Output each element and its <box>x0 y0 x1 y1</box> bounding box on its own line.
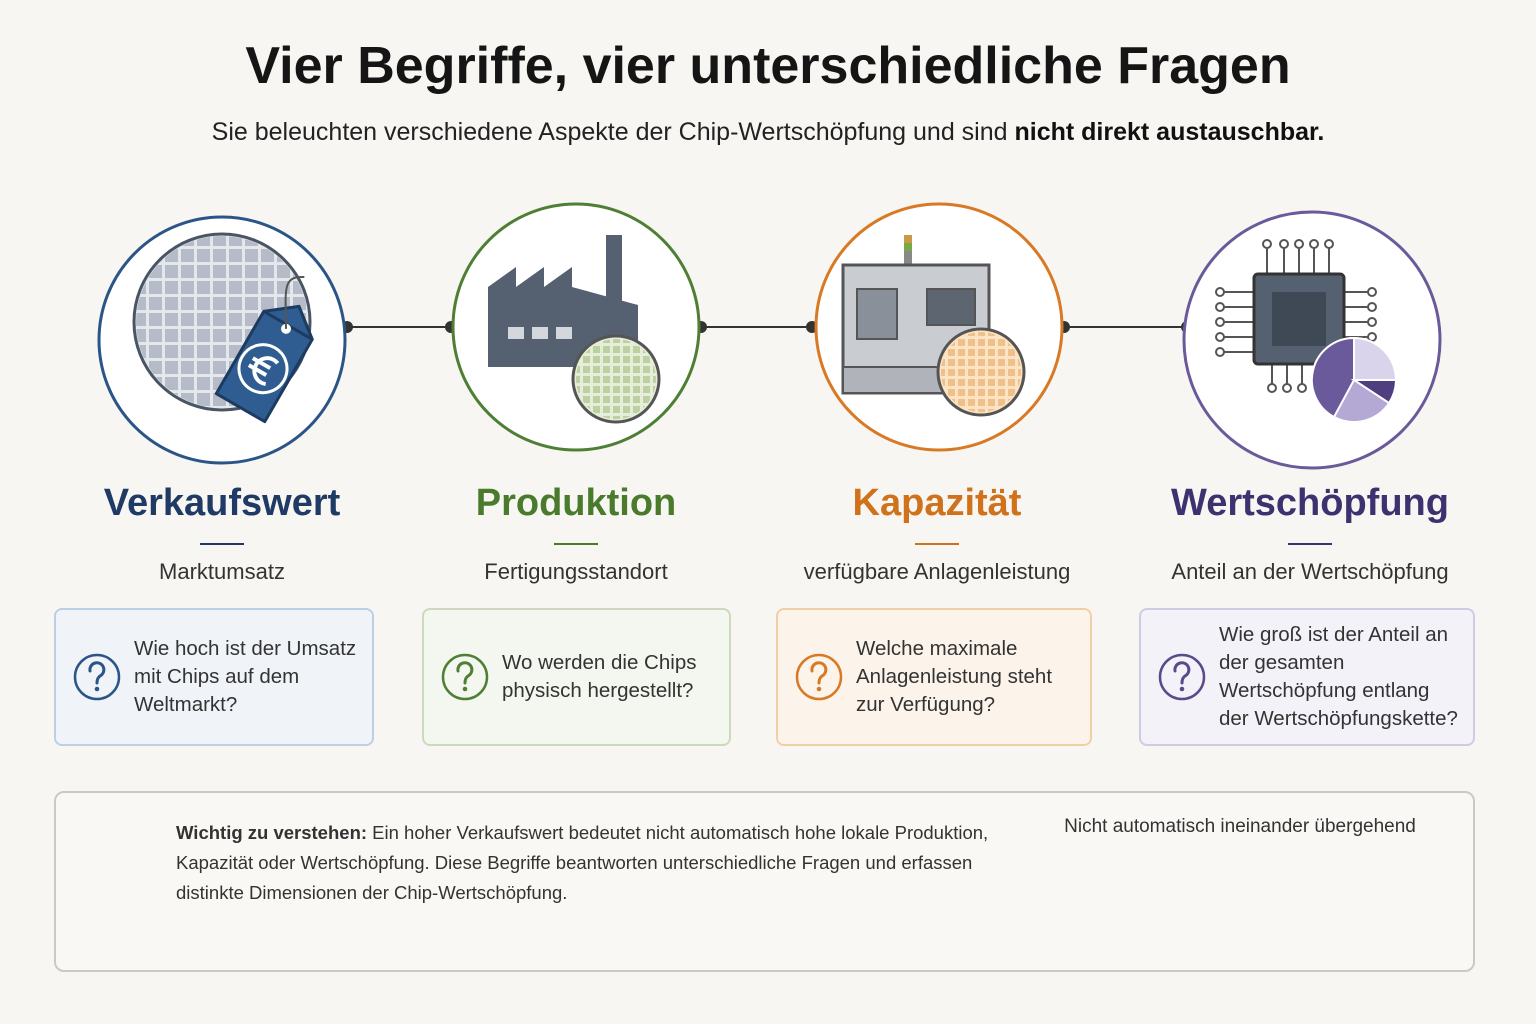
underline <box>200 543 244 545</box>
underline <box>554 543 598 545</box>
concept-name: Produktion <box>475 482 677 524</box>
question-icon <box>441 653 489 701</box>
icon-machine <box>841 235 1026 417</box>
note: Wichtig zu verstehen: Ein hoher Verkaufs… <box>176 818 1006 908</box>
legend-caption: Nicht automatisch ineinander übergehend <box>1064 816 1416 837</box>
question-icon <box>1158 653 1206 701</box>
concept-subtitle: Anteil an der Wertschöpfung <box>1171 559 1449 584</box>
question-card: Welche maximale Anlagenleistung steht zu… <box>776 608 1092 746</box>
underline <box>1288 543 1332 545</box>
note-text: Ein hoher Verkaufswert bedeutet nicht au… <box>176 822 989 903</box>
question-card: Wo werden die Chips physisch hergestellt… <box>422 608 731 746</box>
concept-name: Wertschöpfung <box>1171 482 1449 524</box>
subtitle-text: Sie beleuchten verschiedene Aspekte der … <box>211 118 1015 146</box>
question: Wo werden die Chips physisch hergestellt… <box>502 651 697 702</box>
question-icon <box>795 653 843 701</box>
concept-subtitle: verfügbare Anlagenleistung <box>803 559 1071 584</box>
subtitle-emphasis: nicht direkt austauschbar. <box>1014 118 1325 146</box>
question-icon <box>73 653 121 701</box>
concept-name: Kapazität <box>852 482 1022 524</box>
question: Welche maximale Anlagenleistung steht zu… <box>856 637 1053 716</box>
icon-wafer-tag <box>132 232 314 424</box>
icon-factory <box>488 235 661 424</box>
question: Wie hoch ist der Umsatz mit Chips auf de… <box>134 637 357 716</box>
title: Vier Begriffe, vier unterschiedliche Fra… <box>245 37 1291 95</box>
underline <box>915 543 959 545</box>
note-label: Wichtig zu verstehen: <box>176 822 368 843</box>
question-card: Wie hoch ist der Umsatz mit Chips auf de… <box>54 608 374 746</box>
subtitle: Sie beleuchten verschiedene Aspekte der … <box>0 118 1536 147</box>
concept-name: Verkaufswert <box>103 482 341 524</box>
note-box <box>54 791 1475 972</box>
question-card: Wie groß ist der Anteil an der gesamten … <box>1139 608 1475 746</box>
icon-chip-pie <box>1215 239 1398 423</box>
concept-subtitle: Marktumsatz <box>159 559 285 584</box>
question: Wie groß ist der Anteil an der gesamten … <box>1219 623 1458 730</box>
concept-subtitle: Fertigungsstandort <box>484 559 668 584</box>
